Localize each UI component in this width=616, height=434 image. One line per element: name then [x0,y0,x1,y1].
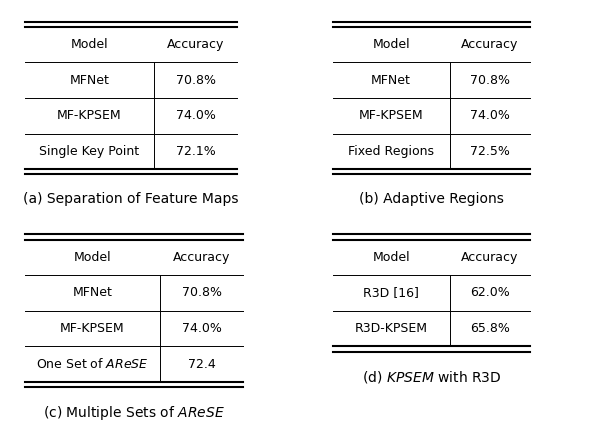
Text: Accuracy: Accuracy [461,251,519,264]
Text: MFNet: MFNet [371,74,411,87]
Text: MFNet: MFNet [70,74,109,87]
Text: (c) Multiple Sets of $\mathit{AReSE}$: (c) Multiple Sets of $\mathit{AReSE}$ [43,404,225,422]
Text: 70.8%: 70.8% [182,286,222,299]
Text: 72.5%: 72.5% [470,145,509,158]
Text: (a) Separation of Feature Maps: (a) Separation of Feature Maps [23,192,238,206]
Text: (b) Adaptive Regions: (b) Adaptive Regions [359,192,504,206]
Text: Model: Model [70,38,108,51]
Text: Accuracy: Accuracy [461,38,519,51]
Text: 62.0%: 62.0% [470,286,509,299]
Text: R3D-KPSEM: R3D-KPSEM [355,322,428,335]
Text: Accuracy: Accuracy [167,38,224,51]
Text: Model: Model [372,38,410,51]
Text: Model: Model [372,251,410,264]
Text: 74.0%: 74.0% [182,322,222,335]
Text: R3D [16]: R3D [16] [363,286,419,299]
Text: MFNet: MFNet [73,286,112,299]
Text: 70.8%: 70.8% [176,74,216,87]
Text: Single Key Point: Single Key Point [39,145,139,158]
Text: (d) $\mathit{KPSEM}$ with R3D: (d) $\mathit{KPSEM}$ with R3D [362,369,501,385]
Text: 74.0%: 74.0% [176,109,216,122]
Text: MF-KPSEM: MF-KPSEM [60,322,124,335]
Text: MF-KPSEM: MF-KPSEM [57,109,121,122]
Text: Fixed Regions: Fixed Regions [348,145,434,158]
Text: 72.4: 72.4 [188,358,216,371]
Text: 70.8%: 70.8% [470,74,509,87]
Text: MF-KPSEM: MF-KPSEM [359,109,423,122]
Text: 65.8%: 65.8% [470,322,509,335]
Text: 74.0%: 74.0% [470,109,509,122]
Text: One Set of $\mathit{AReSE}$: One Set of $\mathit{AReSE}$ [36,357,148,371]
Text: 72.1%: 72.1% [176,145,216,158]
Text: Accuracy: Accuracy [173,251,230,264]
Text: Model: Model [73,251,111,264]
